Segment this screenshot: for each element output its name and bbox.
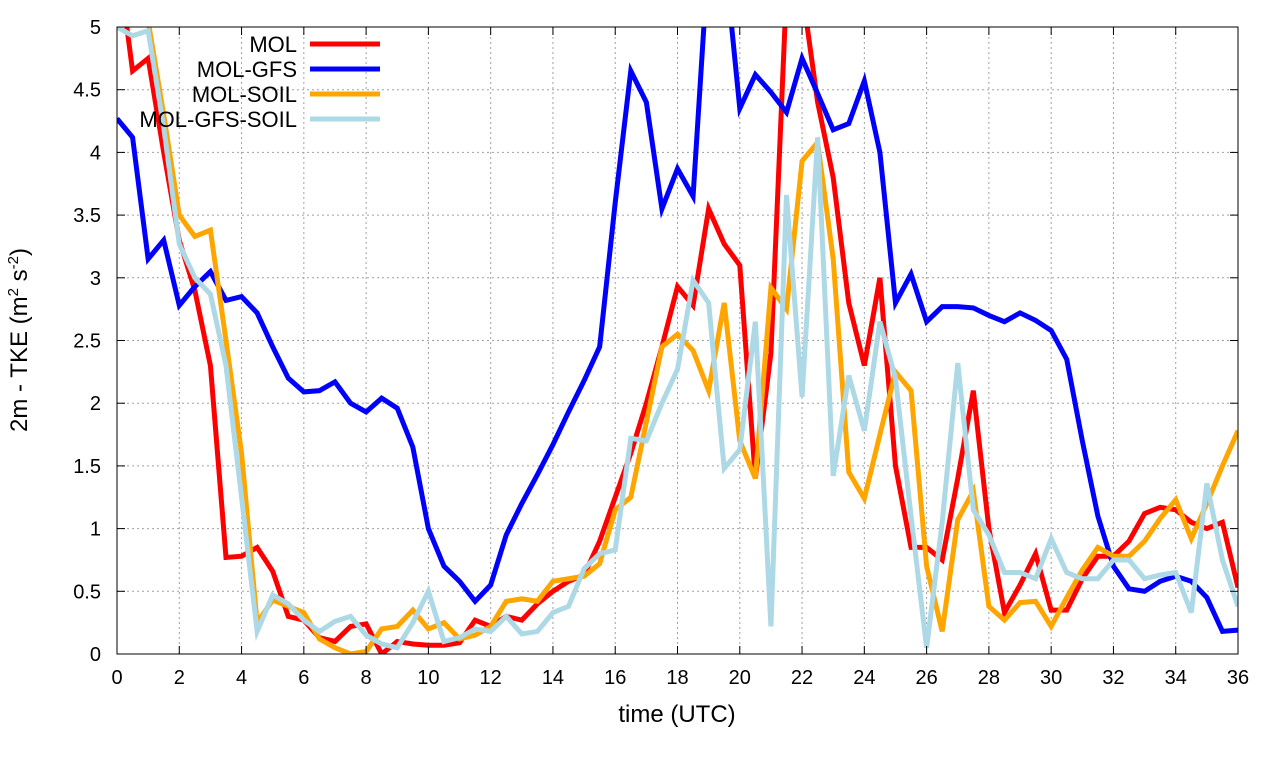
x-tick-label: 32: [1102, 667, 1124, 689]
axis-ticks: 0 2 4 6 8 10 12 14 16 18 20 22 24 26 28 30 32 34 3600.511.…: [73, 17, 1249, 689]
grid: [117, 27, 1238, 654]
y-tick-label: 4: [90, 142, 101, 164]
legend-label: MOL-GFS-SOIL: [139, 107, 297, 132]
y-tick-label: 2.5: [73, 331, 101, 353]
x-axis-label: time (UTC): [618, 701, 735, 728]
x-tick-label: 10: [417, 667, 439, 689]
x-tick-label: 18: [666, 667, 688, 689]
x-tick-label: 34: [1165, 667, 1187, 689]
y-axis-label: 2m - TKE (m2 s-2): [5, 248, 33, 432]
legend-label: MOL: [249, 32, 297, 57]
x-tick-label: 16: [604, 667, 626, 689]
x-tick-label: 20: [729, 667, 751, 689]
y-tick-label: 3.5: [73, 205, 101, 227]
x-tick-label: 26: [915, 667, 937, 689]
legend-label: MOL-SOIL: [192, 82, 297, 107]
x-tick-label: 24: [853, 667, 875, 689]
x-tick-label: 30: [1040, 667, 1062, 689]
y-tick-label: 5: [90, 17, 101, 39]
series-lines: [117, 27, 1238, 654]
x-tick-label: 36: [1227, 667, 1249, 689]
y-tick-label: 1: [90, 519, 101, 541]
x-tick-label: 22: [791, 667, 813, 689]
series-line-mol-gfs: [117, 27, 1238, 635]
x-tick-label: 0: [111, 667, 122, 689]
y-tick-label: 1.5: [73, 456, 101, 478]
series-line-mol-soil: [146, 27, 1238, 654]
series-line-mol-gfs-soil: [117, 27, 1238, 651]
x-tick-label: 6: [298, 667, 309, 689]
y-tick-label: 2: [90, 393, 101, 415]
y-tick-label: 0.5: [73, 581, 101, 603]
x-tick-label: 28: [978, 667, 1000, 689]
x-tick-label: 2: [174, 667, 185, 689]
x-tick-label: 4: [236, 667, 247, 689]
x-tick-label: 12: [480, 667, 502, 689]
y-tick-label: 0: [90, 644, 101, 666]
y-tick-label: 4.5: [73, 80, 101, 102]
y-tick-label: 3: [90, 268, 101, 290]
legend-label: MOL-GFS: [197, 57, 297, 82]
x-tick-label: 14: [542, 667, 564, 689]
x-tick-label: 8: [361, 667, 372, 689]
